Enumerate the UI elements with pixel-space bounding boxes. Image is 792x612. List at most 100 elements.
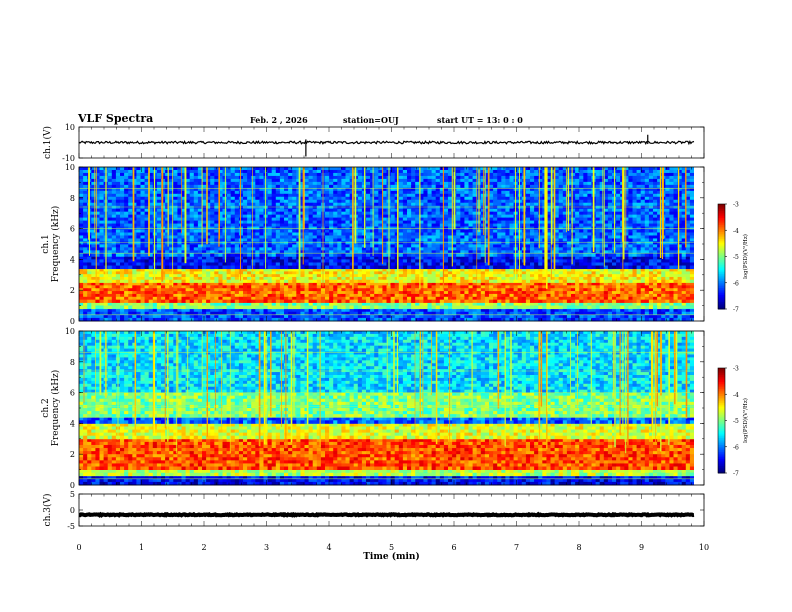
spectrogram-cell — [226, 181, 232, 186]
spectrogram-cell — [243, 181, 248, 186]
spectrogram-cell — [177, 181, 182, 186]
spectrogram-cell — [374, 308, 379, 313]
spectrogram-cell — [132, 181, 137, 186]
spectrogram-cell — [366, 302, 371, 306]
spectrogram-cell — [607, 262, 613, 266]
spectrogram-cell — [124, 190, 129, 195]
spectrogram-cell — [546, 190, 551, 195]
spectrogram-cell — [480, 256, 486, 260]
spectrogram-cell — [452, 317, 457, 322]
spectrogram-cell — [165, 296, 170, 301]
spectrogram-cell — [464, 256, 469, 260]
spectrogram-cell — [218, 279, 223, 283]
spectrogram-cell — [677, 178, 683, 183]
spectrogram-cell — [538, 311, 543, 316]
spectrogram-cell — [464, 178, 469, 183]
spectrogram-cell — [443, 291, 449, 295]
spectrogram-cell — [689, 276, 695, 281]
spectrogram-cell — [591, 314, 596, 319]
spectrogram-cell — [95, 172, 100, 177]
spectrogram-cell — [681, 178, 687, 183]
spectrogram-cell — [423, 265, 428, 270]
spectrogram-cell — [550, 288, 555, 292]
spectrogram-cell — [345, 259, 350, 263]
spectrogram-cell — [538, 178, 543, 183]
spectrogram-cell — [238, 256, 244, 260]
spectrogram-cell — [161, 308, 166, 313]
spectrogram-cell — [296, 308, 301, 313]
spectrogram-cell — [489, 187, 494, 192]
spectrogram-cell — [349, 276, 355, 281]
spectrogram-cell — [628, 288, 633, 292]
spectrogram-cell — [390, 196, 396, 201]
spectrogram-cell — [525, 262, 531, 266]
spectrogram-cell — [181, 181, 186, 186]
spectrogram-cell — [550, 193, 555, 198]
spectrogram-cell — [161, 199, 166, 204]
spectrogram-cell — [579, 187, 584, 192]
spectrogram-cell — [128, 184, 133, 189]
spectrogram-cell — [91, 282, 96, 286]
spectrogram-cell — [591, 285, 596, 289]
spectrogram-cell — [443, 311, 449, 316]
spectrogram-cell — [312, 256, 318, 260]
spectrogram-cell — [423, 271, 428, 275]
spectrogram-cell — [685, 268, 691, 272]
spectrogram-cell — [583, 167, 588, 171]
spectrogram-cell — [599, 196, 605, 201]
spectrogram-cell — [345, 187, 350, 192]
spectrogram-cell — [329, 259, 334, 263]
spectrogram-cell — [566, 167, 572, 171]
spectrogram-cell — [374, 175, 379, 180]
spectrogram-cell — [538, 190, 543, 195]
spectrogram-cell — [361, 262, 367, 266]
spectrogram-cell — [202, 187, 207, 192]
spectrogram-cell — [398, 268, 404, 272]
spectrogram-cell — [607, 302, 613, 306]
spectrogram-cell — [111, 259, 117, 263]
spectrogram-cell — [554, 169, 560, 174]
spectrogram-cell — [124, 285, 129, 289]
spectrogram-cell — [357, 311, 363, 316]
spectrogram-cell — [468, 175, 473, 180]
spectrogram-cell — [132, 274, 137, 278]
spectrogram-cell — [636, 288, 642, 292]
spectrogram-cell — [480, 175, 486, 180]
spectrogram-cell — [579, 274, 584, 278]
spectrogram-cell — [251, 282, 256, 286]
spectrogram-cell — [284, 276, 289, 281]
spectrogram-cell — [665, 293, 670, 298]
spectrogram-cell — [173, 279, 178, 283]
spectrogram-cell — [673, 288, 678, 292]
spectrogram-cell — [210, 167, 215, 171]
spectrogram-cell — [214, 184, 219, 189]
spectrogram-cell — [493, 196, 498, 201]
spectrogram-cell — [132, 187, 137, 192]
spectrogram-cell — [411, 282, 416, 286]
spectrogram-cell — [571, 299, 576, 303]
spectrogram-cell — [185, 291, 191, 295]
spectrogram-cell — [525, 293, 531, 298]
spectrogram-cell — [394, 282, 400, 286]
spectrogram-cell — [489, 291, 494, 295]
spectrogram-cell — [505, 299, 510, 303]
spectrogram-cell — [161, 291, 166, 295]
spectrogram-cell — [206, 299, 211, 303]
spectrogram-cell — [591, 302, 596, 306]
spectrogram-cell — [603, 268, 609, 272]
spectrogram-cell — [202, 256, 207, 260]
spectrogram-cell — [632, 291, 637, 295]
spectrogram-cell — [657, 256, 662, 260]
spectrogram-cell — [677, 291, 683, 295]
spectrogram-cell — [275, 314, 281, 319]
spectrogram-cell — [579, 317, 584, 322]
spectrogram-cell — [132, 285, 137, 289]
spectrogram-cell — [279, 317, 285, 322]
spectrogram-cell — [448, 271, 453, 275]
spectrogram-cell — [284, 190, 289, 195]
spectrogram-cell — [505, 293, 510, 298]
spectrogram-cell — [243, 167, 248, 171]
spectrogram-cell — [325, 262, 330, 266]
spectrogram-cell — [546, 268, 551, 272]
spectrogram-cell — [657, 190, 662, 195]
